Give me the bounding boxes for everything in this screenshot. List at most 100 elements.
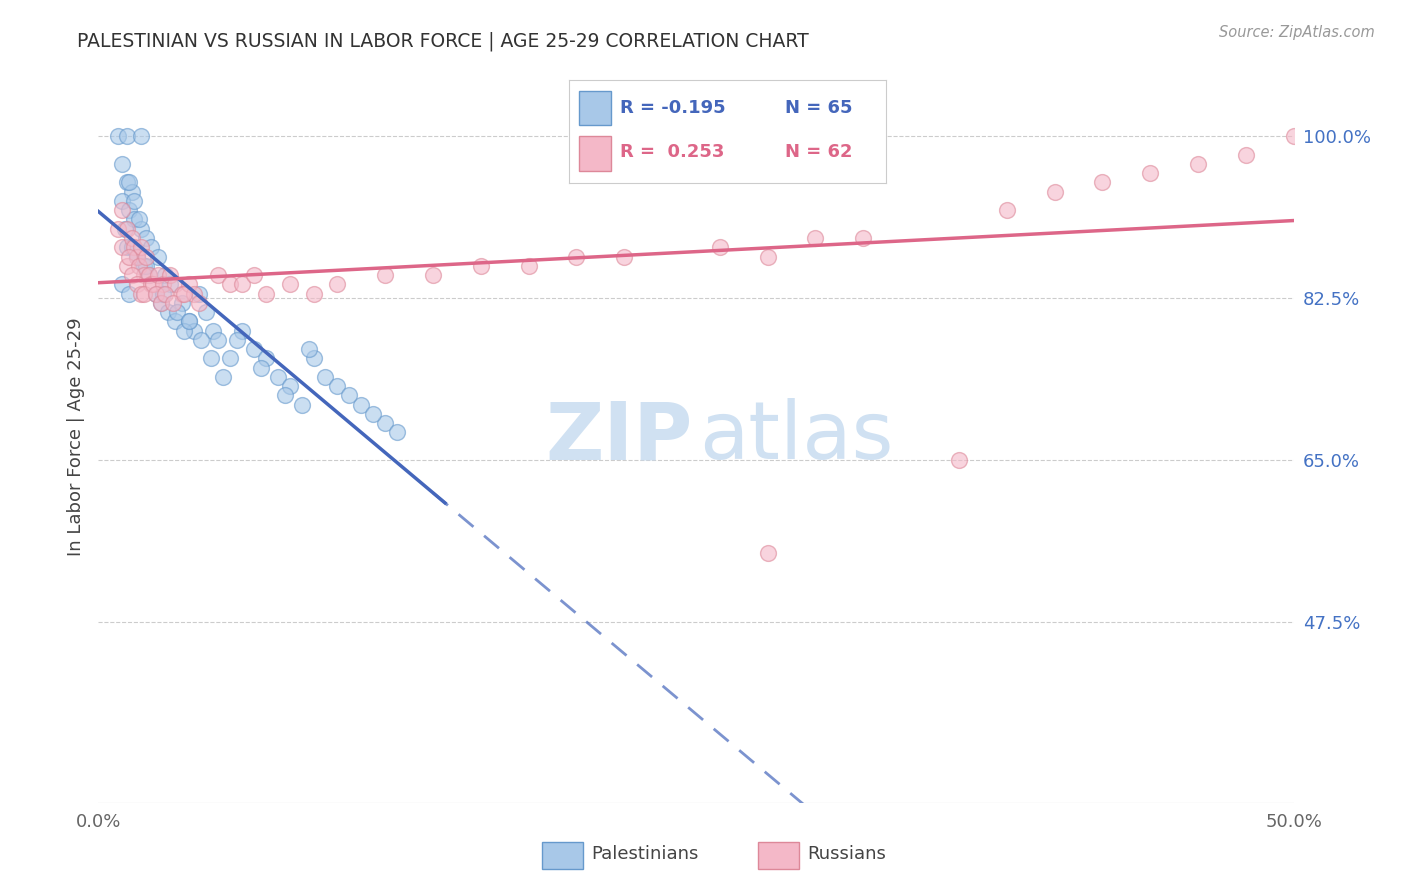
Point <box>152 277 174 292</box>
Point <box>118 286 141 301</box>
Point <box>339 388 361 402</box>
Point <box>131 221 153 235</box>
Point <box>517 259 540 273</box>
Point <box>114 221 136 235</box>
Text: R =  0.253: R = 0.253 <box>620 143 724 161</box>
Point <box>1282 129 1305 144</box>
Point <box>179 314 201 328</box>
Point <box>267 370 290 384</box>
Point <box>385 425 409 440</box>
Point <box>135 250 157 264</box>
Point <box>613 250 636 264</box>
Point <box>709 240 731 254</box>
Point <box>173 324 195 338</box>
Point <box>756 250 779 264</box>
Point <box>187 295 209 310</box>
Y-axis label: In Labor Force | Age 25-29: In Labor Force | Age 25-29 <box>66 318 84 557</box>
Point <box>219 277 242 292</box>
Point <box>121 240 143 254</box>
Point <box>132 259 155 273</box>
Text: PALESTINIAN VS RUSSIAN IN LABOR FORCE | AGE 25-29 CORRELATION CHART: PALESTINIAN VS RUSSIAN IN LABOR FORCE | … <box>77 31 808 51</box>
Point <box>111 240 134 254</box>
Point <box>107 221 129 235</box>
Point <box>315 370 337 384</box>
Point <box>291 398 314 412</box>
Point <box>132 268 155 282</box>
Point <box>159 277 181 292</box>
Point <box>111 157 134 171</box>
Text: Palestinians: Palestinians <box>592 845 699 863</box>
Point <box>128 212 150 227</box>
Point <box>159 268 181 282</box>
Point <box>172 286 194 301</box>
Point <box>111 203 134 218</box>
Point <box>138 268 160 282</box>
Point <box>200 351 222 366</box>
Point <box>131 240 153 254</box>
Point <box>243 342 266 356</box>
Point <box>565 250 588 264</box>
Bar <box>543 842 582 869</box>
Point <box>254 351 277 366</box>
Point <box>173 286 195 301</box>
Point <box>326 379 349 393</box>
Point <box>145 286 167 301</box>
Point <box>278 277 301 292</box>
Point <box>142 277 165 292</box>
Point <box>148 268 170 282</box>
Bar <box>579 91 610 126</box>
Point <box>231 324 253 338</box>
Point <box>202 324 225 338</box>
Point <box>124 194 146 208</box>
Point <box>278 379 301 393</box>
Point <box>124 240 146 254</box>
Text: Source: ZipAtlas.com: Source: ZipAtlas.com <box>1219 25 1375 40</box>
Point <box>131 286 153 301</box>
Point <box>302 351 325 366</box>
Point <box>118 203 141 218</box>
Point <box>121 268 143 282</box>
Text: Russians: Russians <box>807 845 886 863</box>
Point <box>115 221 138 235</box>
Point <box>132 286 155 301</box>
Point <box>422 268 444 282</box>
Point <box>207 268 229 282</box>
Point <box>1139 166 1161 180</box>
Point <box>125 277 148 292</box>
Point <box>149 295 172 310</box>
Point <box>470 259 492 273</box>
Point <box>145 286 167 301</box>
Point <box>118 250 141 264</box>
Point <box>756 546 779 560</box>
Point <box>139 277 162 292</box>
Point <box>226 333 249 347</box>
Point <box>374 416 396 430</box>
Point <box>219 351 242 366</box>
Point <box>274 388 297 402</box>
Point <box>190 333 212 347</box>
Point <box>350 398 373 412</box>
Text: N = 62: N = 62 <box>785 143 852 161</box>
Point <box>115 240 138 254</box>
Point <box>1043 185 1066 199</box>
Point <box>115 176 138 190</box>
Point <box>111 277 134 292</box>
Point <box>149 295 172 310</box>
Point <box>852 231 875 245</box>
Point <box>243 268 266 282</box>
Point <box>125 250 148 264</box>
Point <box>1187 157 1209 171</box>
Text: N = 65: N = 65 <box>785 99 852 117</box>
Point <box>121 231 143 245</box>
Point <box>207 333 229 347</box>
Point <box>115 129 138 144</box>
Point <box>1091 176 1114 190</box>
Point <box>302 286 325 301</box>
Point <box>124 212 146 227</box>
Point <box>326 277 349 292</box>
Point <box>111 194 134 208</box>
Point <box>121 185 143 199</box>
Point <box>948 453 970 467</box>
Point <box>183 324 205 338</box>
Point <box>250 360 273 375</box>
